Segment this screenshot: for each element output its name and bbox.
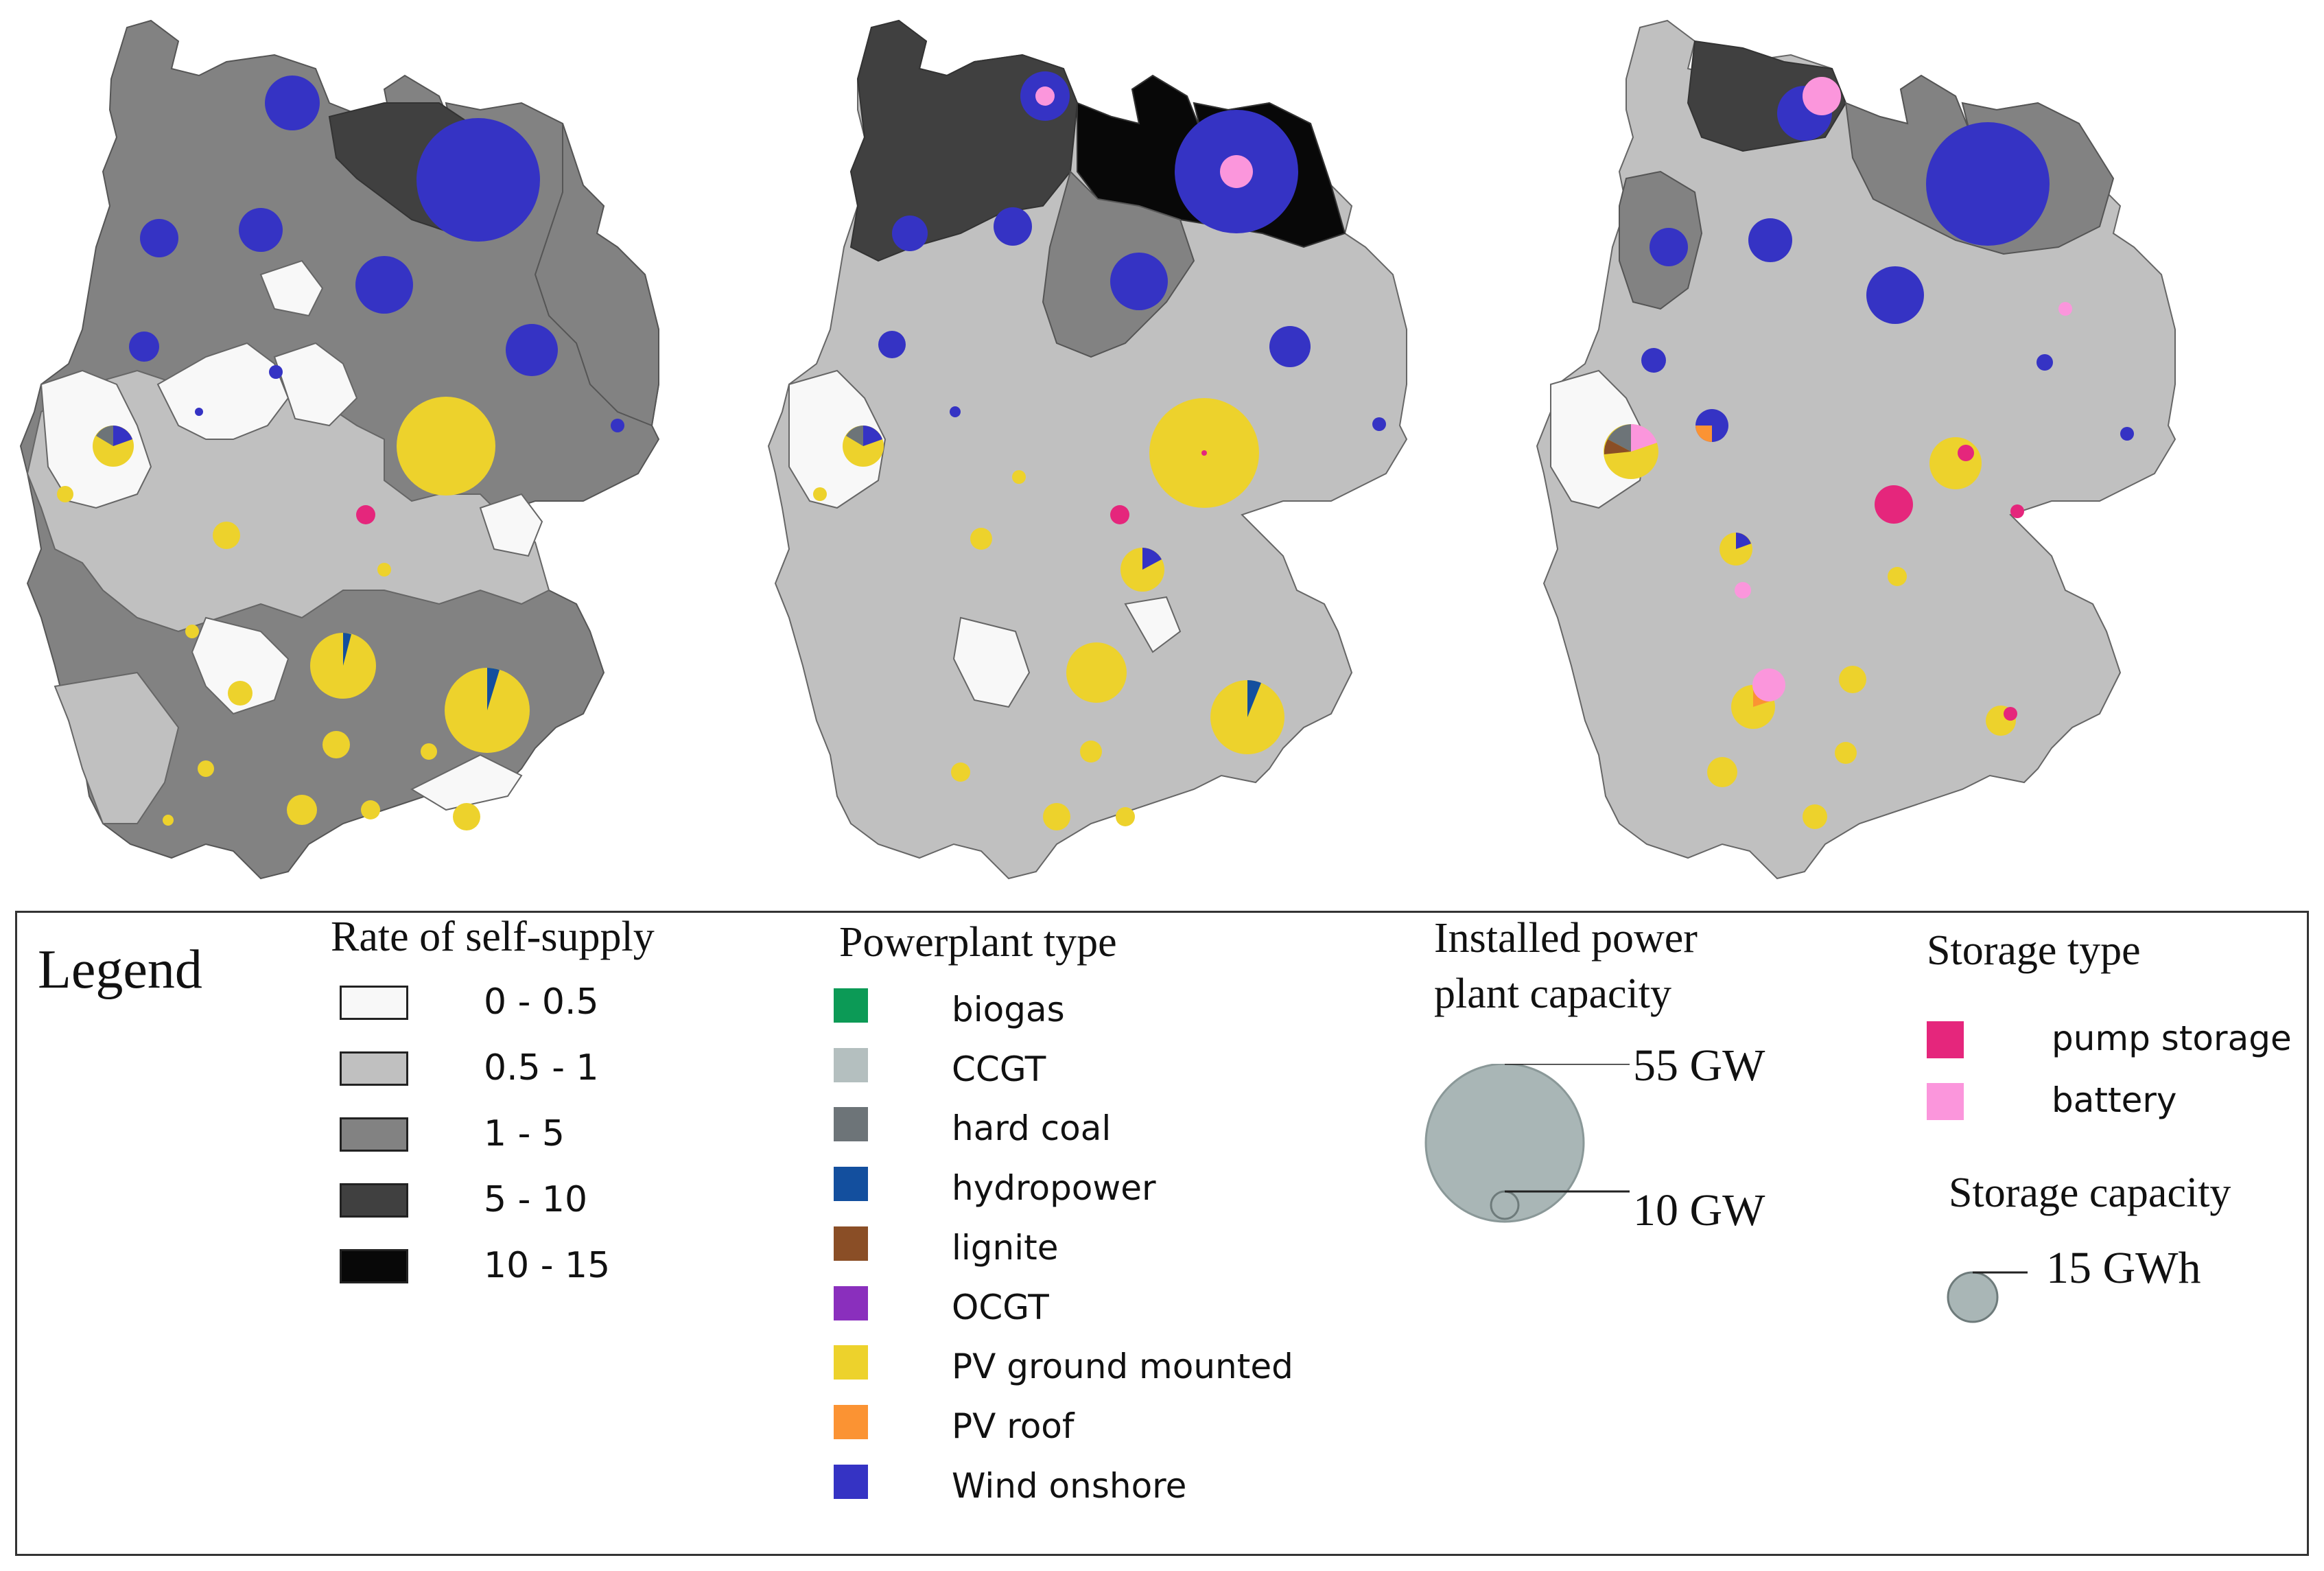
storage-capacity-heading: Storage capacity [1949,1169,2231,1216]
storage-capacity-circle-icon [1947,1271,2028,1323]
capacity-small-label: 10 GW [1633,1185,1765,1235]
self-supply-heading: Rate of self-supply [331,913,655,960]
plant-type-swatch [834,1226,868,1261]
storage-type-label: battery [2052,1080,2177,1120]
storage-capacity-label: 15 GWh [2046,1243,2201,1293]
storage-type-heading: Storage type [1927,927,2141,974]
plant-type-label: hydropower [952,1168,1156,1209]
plant-type-label: PV roof [952,1406,1075,1446]
storage-type-label: pump storage [2052,1019,2292,1058]
map-panel-3 [1536,19,2176,880]
self-supply-swatch [340,1183,408,1218]
capacity-large-label: 55 GW [1633,1040,1765,1091]
plant-type-label: biogas [952,990,1065,1029]
plant-type-label: CCGT [952,1049,1046,1089]
plant-type-label: Wind onshore [952,1465,1187,1506]
plant-type-swatch [834,1107,868,1142]
plant-type-swatch [834,1404,868,1439]
capacity-heading-line1: Installed power [1434,915,1698,962]
plant-type-label: PV ground mounted [952,1347,1293,1387]
self-supply-label: 5 - 10 [484,1179,588,1220]
plant-type-swatch [834,1167,868,1202]
self-supply-label: 10 - 15 [484,1245,611,1286]
capacity-heading-line2: plant capacity [1434,970,1671,1017]
plant-type-swatch [834,1345,868,1380]
plant-type-swatch [834,1285,868,1320]
map-panels [19,19,2176,880]
storage-type-swatch [1927,1083,1964,1120]
map-panel-2 [767,19,1408,880]
self-supply-label: 1 - 5 [484,1113,565,1154]
self-supply-label: 0.5 - 1 [484,1047,599,1089]
self-supply-swatch [340,1249,408,1283]
self-supply-swatch [340,1051,408,1086]
self-supply-swatch [340,986,408,1020]
self-supply-label: 0 - 0.5 [484,981,599,1023]
storage-type-swatch [1927,1021,1964,1058]
legend-panel: Legend Rate of self-supply 0 - 0.5 0.5 - … [15,911,2309,1556]
plant-type-heading: Powerplant type [839,919,1117,966]
self-supply-swatch [340,1117,408,1152]
plant-type-label: OCGT [952,1287,1049,1327]
plant-type-swatch [834,988,868,1023]
map-panel-1 [19,19,660,880]
plant-type-swatch [834,1464,868,1499]
legend-title: Legend [38,940,202,1000]
capacity-circles-icon [1424,1064,1630,1223]
plant-type-label: hard coal [952,1108,1112,1149]
plant-type-label: lignite [952,1227,1059,1268]
plant-type-swatch [834,1047,868,1082]
